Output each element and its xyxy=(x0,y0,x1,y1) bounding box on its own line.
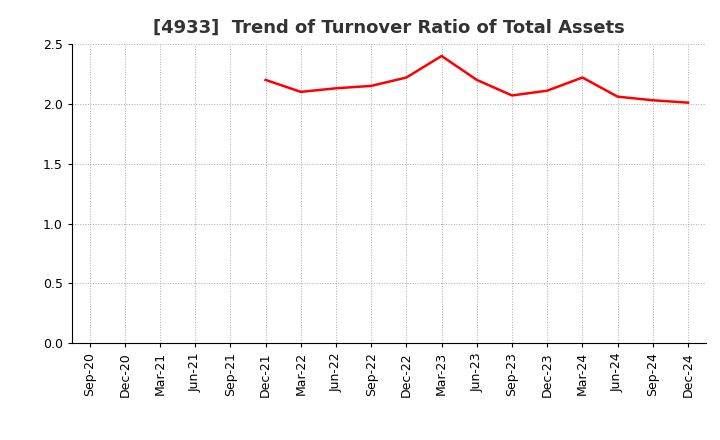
Title: [4933]  Trend of Turnover Ratio of Total Assets: [4933] Trend of Turnover Ratio of Total … xyxy=(153,19,625,37)
